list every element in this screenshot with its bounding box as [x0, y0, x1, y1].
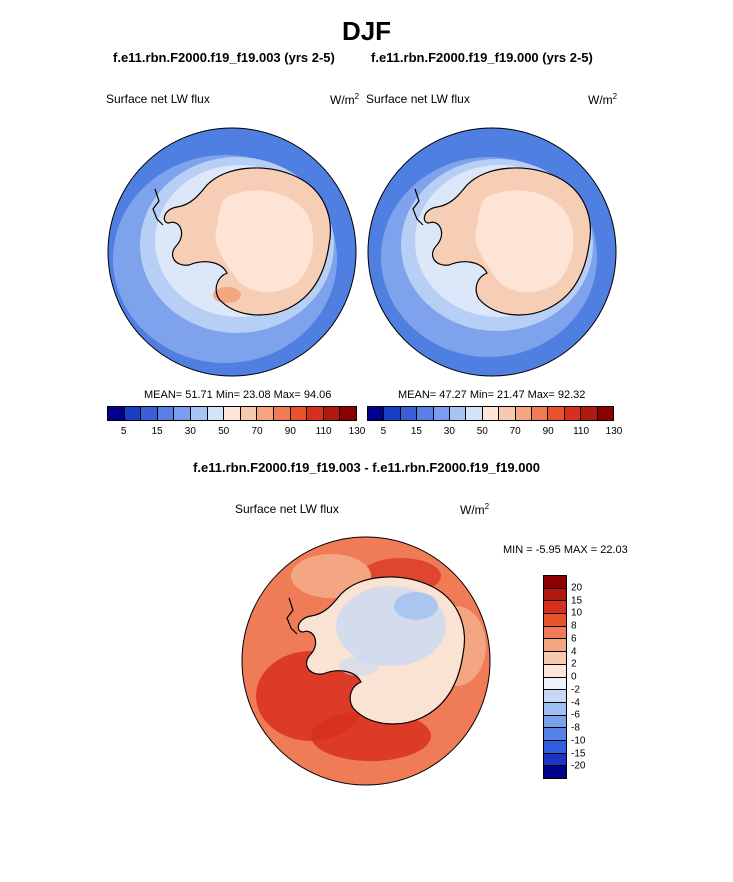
colorbar-swatch: [544, 626, 566, 640]
diff-variable: Surface net LW flux: [235, 502, 339, 516]
colorbar-swatch: [544, 702, 566, 716]
colorbar-swatch: [544, 766, 566, 778]
colorbar-swatch: [273, 407, 291, 420]
colorbar-swatch: [544, 614, 566, 627]
colorbar-tick-label: 110: [573, 426, 590, 437]
colorbar-swatch: [466, 407, 483, 420]
colorbar-swatch: [544, 588, 566, 602]
colorbar-tick-label: 2: [571, 658, 577, 670]
colorbar-tick-label: 20: [571, 582, 583, 594]
colorbar-swatch: [581, 407, 598, 420]
colorbar-swatch: [544, 639, 566, 653]
colorbar-swatch: [368, 407, 385, 420]
colorbar-swatch: [544, 652, 566, 665]
colorbar-swatch: [450, 407, 467, 420]
colorbar-swatch: [544, 740, 566, 754]
colorbar-tick-label: 6: [571, 633, 577, 645]
colorbar-swatch: [544, 715, 566, 729]
colorbar-tick-label: 50: [218, 426, 230, 437]
colorbar-tick-label: 15: [151, 426, 163, 437]
colorbar-swatch: [207, 407, 225, 420]
panel-a-units: W/m2: [330, 92, 360, 107]
colorbar-swatch: [515, 407, 533, 420]
colorbar-tick-label: 10: [571, 607, 583, 619]
colorbar-tick-label: 0: [571, 671, 577, 683]
diff-colorbar: [543, 575, 567, 779]
colorbar-swatch: [597, 407, 614, 420]
colorbar-swatch: [307, 407, 324, 420]
figure-title: DJF: [341, 16, 392, 46]
colorbar-swatch: [564, 407, 582, 420]
case-a-title: f.e11.rbn.F2000.f19_f19.003 (yrs 2-5): [113, 50, 335, 65]
colorbar-tick-label: 130: [605, 426, 623, 437]
colorbar-swatch: [141, 407, 158, 420]
colorbar-tick-label: 8: [571, 620, 577, 632]
colorbar-swatch: [532, 407, 549, 420]
colorbar-swatch: [544, 576, 566, 589]
panel-b-variable: Surface net LW flux: [366, 92, 470, 106]
panel-b-units: W/m2: [588, 92, 618, 107]
colorbar-swatch: [290, 407, 308, 420]
colorbar-swatch: [157, 407, 175, 420]
colorbar-tick-label: 4: [571, 646, 577, 657]
case-b-title: f.e11.rbn.F2000.f19_f19.000 (yrs 2-5): [371, 50, 593, 65]
colorbar-swatch: [544, 728, 566, 741]
colorbar-swatch: [174, 407, 191, 420]
colorbar-swatch: [224, 407, 241, 420]
colorbar-tick-label: -15: [571, 748, 586, 759]
panel-b-map: [367, 127, 617, 377]
colorbar-swatch: [482, 407, 500, 420]
panel-a-variable: Surface net LW flux: [106, 92, 210, 106]
diff-title: f.e11.rbn.F2000.f19_f19.003 - f.e11.rbn.…: [193, 460, 540, 475]
colorbar-swatch: [417, 407, 434, 420]
colorbar-tick-label: 5: [380, 426, 387, 437]
colorbar-tick-label: 15: [410, 426, 422, 437]
colorbar-tick-label: -4: [571, 697, 580, 708]
colorbar-tick-label: 30: [184, 426, 196, 437]
panel-a-map: [107, 127, 357, 377]
colorbar-swatch: [124, 407, 142, 420]
colorbar-swatch: [323, 407, 341, 420]
colorbar-swatch: [544, 601, 566, 615]
colorbar-tick-label: 130: [348, 426, 366, 437]
colorbar-tick-label: -2: [571, 684, 580, 696]
colorbar-tick-label: -20: [571, 760, 586, 772]
colorbar-tick-label: 110: [315, 426, 332, 437]
colorbar-swatch: [384, 407, 401, 420]
diff-map: [241, 536, 491, 786]
colorbar-tick-label: 5: [120, 426, 127, 437]
colorbar-swatch: [257, 407, 274, 420]
colorbar-swatch: [544, 690, 566, 703]
diff-stats: MIN = -5.95 MAX = 22.03: [503, 544, 628, 556]
panel-a-colorbar: [107, 406, 357, 421]
colorbar-swatch: [400, 407, 418, 420]
colorbar-tick-label: 30: [443, 426, 455, 437]
colorbar-tick-label: -6: [571, 709, 580, 721]
colorbar-tick-label: 70: [509, 426, 521, 437]
colorbar-swatch: [548, 407, 565, 420]
colorbar-swatch: [499, 407, 516, 420]
colorbar-swatch: [190, 407, 208, 420]
panel-b-colorbar: [367, 406, 614, 421]
colorbar-tick-label: 70: [251, 426, 263, 437]
colorbar-swatch: [108, 407, 125, 420]
panel-b-stats: MEAN= 47.27 Min= 21.47 Max= 92.32: [398, 389, 586, 401]
colorbar-tick-label: 50: [476, 426, 488, 437]
colorbar-swatch: [544, 677, 566, 691]
colorbar-tick-label: -10: [571, 735, 586, 747]
colorbar-swatch: [240, 407, 258, 420]
diff-units: W/m2: [460, 502, 490, 517]
colorbar-swatch: [340, 407, 356, 420]
colorbar-tick-label: 90: [284, 426, 296, 437]
colorbar-tick-label: 90: [542, 426, 554, 437]
panel-a-stats: MEAN= 51.71 Min= 23.08 Max= 94.06: [144, 389, 332, 401]
colorbar-tick-label: -8: [571, 722, 580, 734]
colorbar-swatch: [544, 664, 566, 678]
colorbar-swatch: [544, 753, 566, 767]
colorbar-swatch: [433, 407, 451, 420]
colorbar-tick-label: 15: [571, 595, 583, 606]
